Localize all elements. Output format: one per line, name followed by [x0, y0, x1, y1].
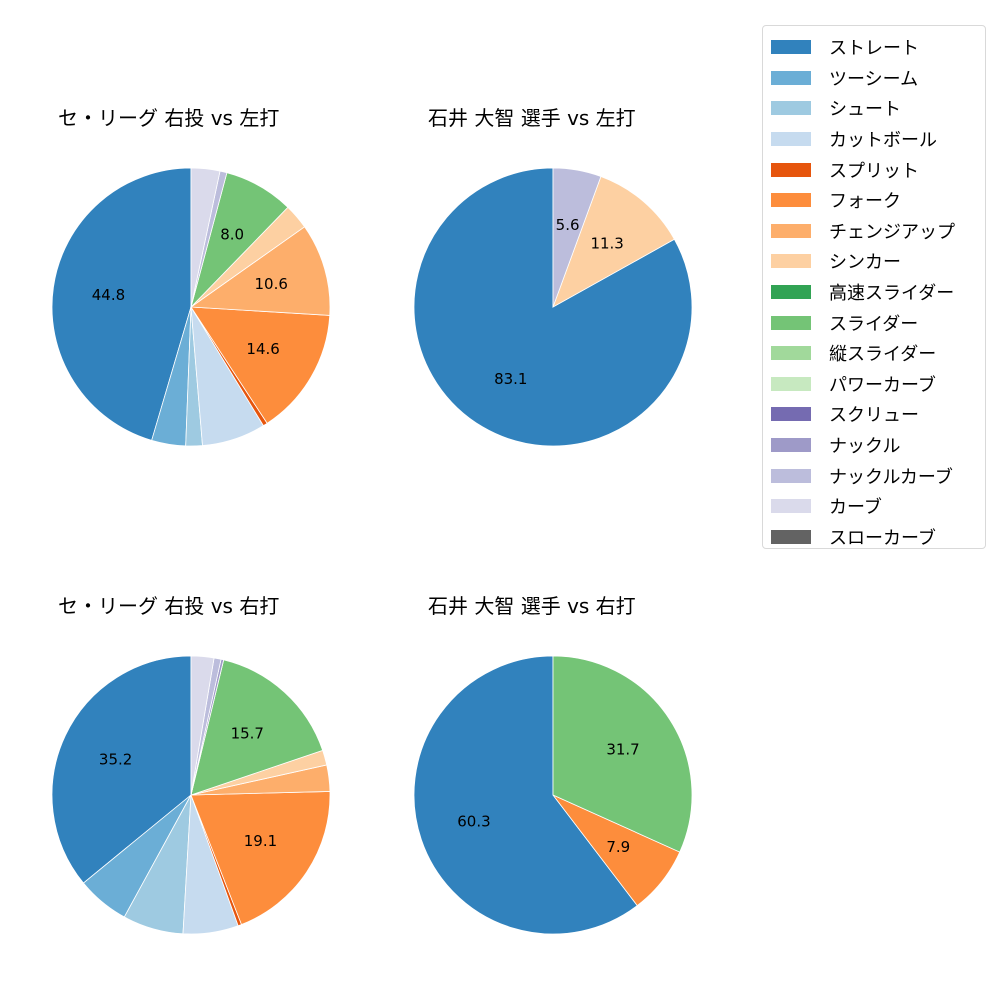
pie-chart-2: 35.2 19.1 15.7: [51, 655, 331, 935]
chart-title-1: 石井 大智 選手 vs 左打: [428, 106, 636, 130]
legend: ストレートツーシームシュートカットボール スプリットフォークチェンジアップ シンカー…: [762, 25, 986, 549]
legend-label: ストレート: [829, 38, 919, 60]
slice-label: 5.6: [556, 216, 580, 234]
legend-swatch: [771, 529, 811, 544]
legend-item: 高速スライダー: [771, 277, 985, 308]
legend-item: パワーカーブ: [771, 369, 985, 400]
legend-swatch: [771, 285, 811, 300]
legend-label: スライダー: [829, 313, 919, 335]
legend-swatch: [771, 499, 811, 514]
slice-label: 7.9: [606, 838, 630, 856]
chart-title-0: セ・リーグ 右投 vs 左打: [58, 106, 280, 130]
pie-slice: [190, 655, 215, 796]
slice-label: 60.3: [457, 813, 490, 831]
slice-label: 35.2: [99, 750, 132, 768]
legend-item: ナックル: [771, 430, 985, 461]
pie-chart-0: 44.8 14.6 10.6 8.0: [51, 167, 331, 447]
slice-label: 10.6: [255, 275, 288, 293]
legend-swatch: [771, 132, 811, 147]
legend-swatch: [771, 101, 811, 116]
legend-swatch: [771, 40, 811, 55]
legend-swatch: [771, 407, 811, 422]
legend-swatch: [771, 468, 811, 483]
legend-label: ナックル: [829, 436, 901, 458]
legend-item: 縦スライダー: [771, 338, 985, 369]
legend-item: ストレート: [771, 32, 985, 63]
pie-slice: [190, 791, 331, 926]
pie-slice: [552, 167, 602, 308]
legend-label: スクリュー: [829, 405, 919, 427]
legend-label: カーブ: [829, 497, 882, 519]
legend-item: カーブ: [771, 491, 985, 522]
pie-slice: [413, 655, 638, 935]
legend-swatch: [771, 70, 811, 85]
legend-label: シンカー: [829, 252, 901, 274]
legend-swatch: [771, 346, 811, 361]
pie-slice: [190, 306, 331, 424]
legend-item: スライダー: [771, 307, 985, 338]
pie-chart-3: 60.3 7.9 31.7: [413, 655, 693, 935]
pie-slice: [189, 226, 331, 316]
legend-label: カットボール: [829, 130, 937, 152]
slice-label: 19.1: [244, 832, 277, 850]
pie-slice: [552, 655, 693, 853]
slice-label: 11.3: [590, 235, 623, 253]
pie-slice: [51, 655, 192, 884]
legend-swatch: [771, 315, 811, 330]
legend-item: フォーク: [771, 185, 985, 216]
legend-item: カットボール: [771, 124, 985, 155]
legend-label: ツーシーム: [829, 68, 919, 90]
legend-label: 高速スライダー: [829, 283, 955, 305]
legend-swatch: [771, 254, 811, 269]
legend-label: ナックルカーブ: [829, 466, 953, 488]
legend-item: スクリュー: [771, 399, 985, 430]
chart-title-2: セ・リーグ 右投 vs 右打: [58, 594, 280, 618]
pie-slice: [190, 659, 324, 796]
legend-item: スローカーブ: [771, 522, 985, 553]
legend-swatch: [771, 162, 811, 177]
legend-item: シュート: [771, 93, 985, 124]
legend-label: スローカーブ: [829, 527, 936, 549]
legend-item: ツーシーム: [771, 63, 985, 94]
legend-item: ナックルカーブ: [771, 460, 985, 491]
pie-slice: [413, 167, 693, 447]
legend-label: チェンジアップ: [829, 221, 955, 243]
slice-label: 15.7: [231, 724, 264, 742]
legend-label: フォーク: [829, 191, 901, 213]
pie-slice: [552, 176, 675, 308]
legend-swatch: [771, 376, 811, 391]
slice-label: 8.0: [220, 225, 244, 243]
pie-slice: [51, 167, 192, 441]
chart-title-3: 石井 大智 選手 vs 右打: [428, 594, 636, 618]
legend-label: シュート: [829, 99, 901, 121]
legend-label: パワーカーブ: [829, 374, 936, 396]
slice-label: 83.1: [494, 370, 527, 388]
legend-label: 縦スライダー: [829, 344, 937, 366]
legend-swatch: [771, 438, 811, 453]
legend-item: スプリット: [771, 154, 985, 185]
slice-label: 14.6: [246, 340, 279, 358]
legend-swatch: [771, 223, 811, 238]
legend-swatch: [771, 193, 811, 208]
slice-label: 44.8: [92, 286, 125, 304]
legend-item: チェンジアップ: [771, 216, 985, 247]
legend-item: シンカー: [771, 246, 985, 277]
legend-label: スプリット: [829, 160, 919, 182]
pie-chart-1: 83.1 11.3 5.6: [413, 167, 693, 447]
pie-slice: [190, 167, 221, 308]
slice-label: 31.7: [606, 741, 639, 759]
